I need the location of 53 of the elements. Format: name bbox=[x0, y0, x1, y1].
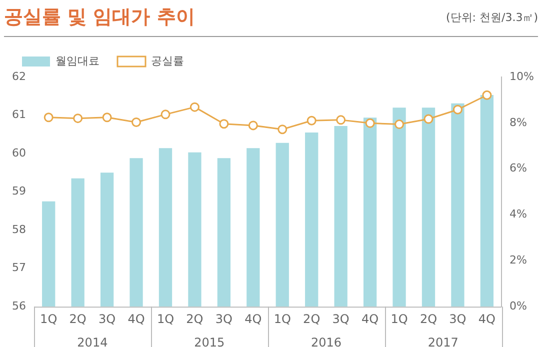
x-tick-label: 2Q bbox=[69, 312, 86, 326]
y2-tick-label: 4% bbox=[510, 208, 528, 221]
x-tick-label: 3Q bbox=[215, 312, 232, 326]
text: 2014 bbox=[77, 336, 108, 347]
x-tick-label: 4Q bbox=[362, 312, 379, 326]
chart-title: 공실률 및 임대가 추이 bbox=[4, 5, 195, 30]
text: 2015 bbox=[194, 336, 225, 347]
point bbox=[73, 114, 83, 124]
point bbox=[482, 90, 492, 100]
y2-tick-label: 10% bbox=[510, 70, 534, 83]
y-tick-label: 61 bbox=[12, 108, 26, 122]
point bbox=[248, 120, 258, 130]
y-tick-label: 60 bbox=[12, 146, 26, 160]
x-tick-label: 3Q bbox=[332, 312, 350, 326]
point bbox=[336, 115, 346, 125]
y-tick-label: 56 bbox=[12, 299, 26, 312]
x-tick-label: 4Q bbox=[244, 312, 262, 326]
x-tick-label: 1Q bbox=[390, 312, 408, 326]
x-tick-label: 2Q bbox=[186, 312, 204, 326]
x-tick-label: 4Q bbox=[128, 312, 145, 326]
x-tick-label: 3Q bbox=[449, 312, 466, 326]
point bbox=[102, 112, 112, 122]
x-tick-label: 4Q bbox=[478, 312, 496, 326]
x-tick-label: 1Q bbox=[274, 312, 291, 326]
text: 2017 bbox=[428, 336, 458, 347]
point bbox=[190, 102, 200, 112]
legend-label: 월임대료 bbox=[56, 54, 100, 68]
point bbox=[394, 120, 404, 130]
point bbox=[160, 110, 170, 120]
y-tick-label: 62 bbox=[12, 70, 26, 83]
point bbox=[132, 117, 142, 127]
y-tick-label: 57 bbox=[12, 261, 26, 274]
point bbox=[365, 118, 375, 128]
x-tick-label: 1Q bbox=[40, 312, 58, 326]
point bbox=[424, 114, 434, 124]
y2-tick-label: 6% bbox=[510, 162, 528, 175]
point bbox=[306, 116, 316, 126]
chart-subtitle: (단위: 천원/3.3㎡) bbox=[446, 10, 538, 25]
x-tick-label: 3Q bbox=[98, 312, 116, 326]
y-tick-label: 59 bbox=[12, 184, 26, 198]
legend-label: 공실률 bbox=[151, 54, 184, 68]
x-tick-label: 2Q bbox=[303, 312, 320, 326]
y-tick-label: 58 bbox=[12, 222, 26, 236]
point bbox=[278, 124, 288, 134]
point bbox=[452, 104, 462, 114]
text: 2016 bbox=[310, 336, 342, 347]
x-tick-label: 2Q bbox=[420, 312, 438, 326]
y2-tick-label: 8% bbox=[510, 116, 528, 129]
point bbox=[219, 119, 229, 129]
x-tick-label: 1Q bbox=[156, 312, 174, 326]
y2-tick-label: 2% bbox=[510, 254, 528, 267]
point bbox=[44, 112, 54, 122]
y2-tick-label: 0% bbox=[510, 299, 528, 312]
